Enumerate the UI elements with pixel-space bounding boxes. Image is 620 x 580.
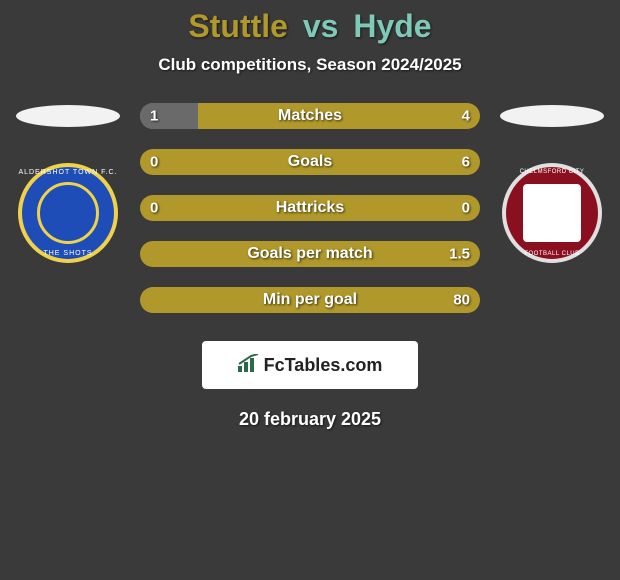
page-title: Stuttle vs Hyde	[0, 8, 620, 45]
right-crest-inner	[523, 184, 581, 242]
source-badge: FcTables.com	[202, 341, 418, 389]
left-crest-inner	[37, 182, 99, 244]
stat-bar-label: Goals	[140, 153, 480, 171]
main-row: ALDERSHOT TOWN F.C. THE SHOTS 14Matches 0…	[0, 103, 620, 313]
stat-bars: 14Matches 06Goals 00Hattricks 1.5Goals per …	[140, 103, 480, 313]
root: Stuttle vs Hyde Club competitions, Seaso…	[0, 0, 620, 430]
left-pill	[16, 105, 120, 127]
title-player2: Hyde	[353, 8, 431, 44]
stat-bar-label: Hattricks	[140, 199, 480, 217]
chart-icon	[238, 354, 260, 377]
right-crest-text-bot: FOOTBALL CLUB	[502, 251, 602, 257]
stat-bar-label: Min per goal	[140, 291, 480, 309]
stat-bar: 00Hattricks	[140, 195, 480, 221]
right-crest: CHELMSFORD CITY FOOTBALL CLUB	[502, 163, 602, 263]
left-crest-text-bot: THE SHOTS	[18, 250, 118, 257]
stat-bar: 06Goals	[140, 149, 480, 175]
right-pill	[500, 105, 604, 127]
stat-bar-label: Goals per match	[140, 245, 480, 263]
title-player1: Stuttle	[188, 8, 288, 44]
right-crest-text-top: CHELMSFORD CITY	[502, 169, 602, 175]
left-crest-text-top: ALDERSHOT TOWN F.C.	[18, 169, 118, 176]
badge-text: FcTables.com	[264, 355, 383, 376]
right-side: CHELMSFORD CITY FOOTBALL CLUB	[498, 103, 606, 263]
stat-bar: 1.5Goals per match	[140, 241, 480, 267]
left-side: ALDERSHOT TOWN F.C. THE SHOTS	[14, 103, 122, 263]
stat-bar: 80Min per goal	[140, 287, 480, 313]
date-text: 20 february 2025	[0, 409, 620, 430]
stat-bar-label: Matches	[140, 107, 480, 125]
subtitle: Club competitions, Season 2024/2025	[0, 55, 620, 75]
left-crest: ALDERSHOT TOWN F.C. THE SHOTS	[18, 163, 118, 263]
stat-bar: 14Matches	[140, 103, 480, 129]
title-vs: vs	[303, 8, 339, 44]
